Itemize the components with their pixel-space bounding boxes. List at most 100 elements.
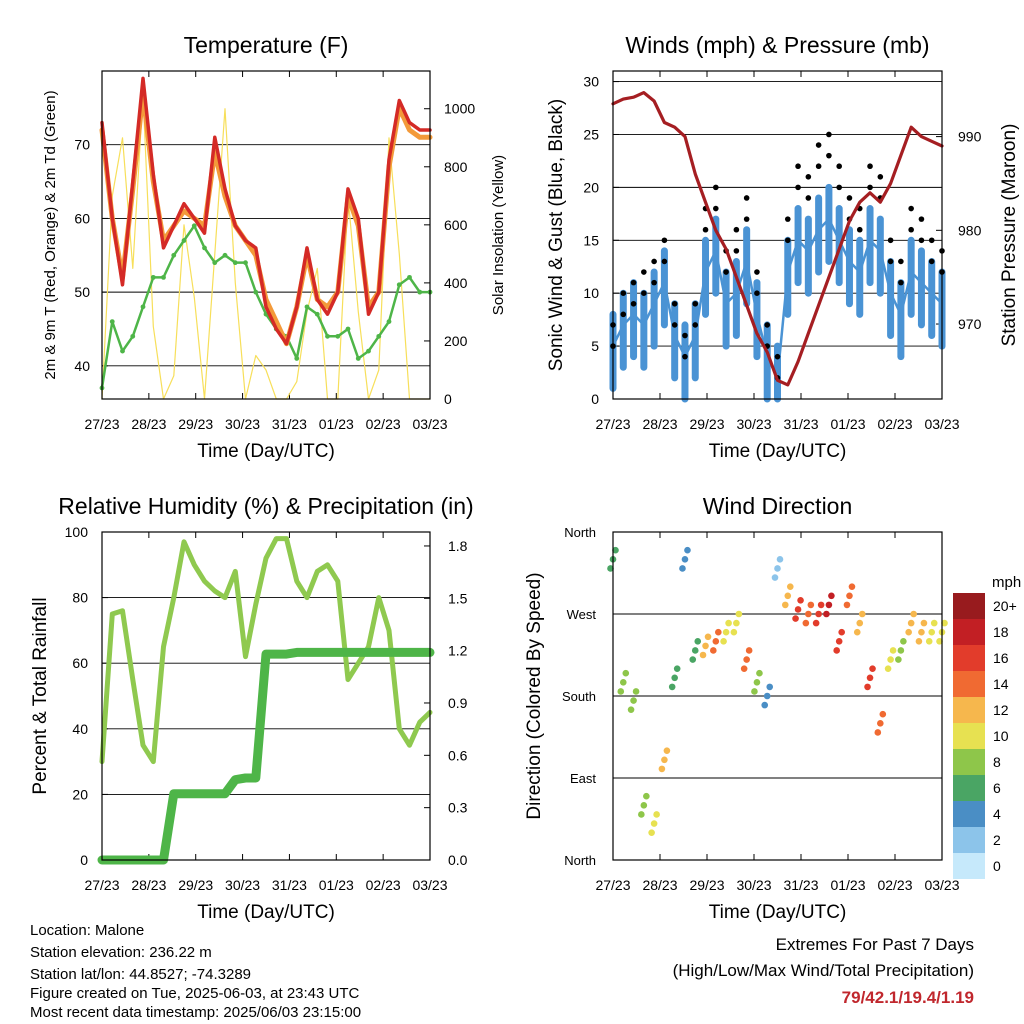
winds-gust-point: [898, 258, 904, 265]
direction-point: [733, 619, 740, 627]
winds-gust-point: [826, 152, 832, 159]
direction-point: [889, 647, 897, 654]
colorbar-label: 10: [993, 728, 1009, 744]
winds-gust-point: [671, 322, 678, 328]
winds-gust-point: [692, 322, 699, 328]
temperature-xtick-label: 03/23: [412, 416, 447, 432]
direction-point: [720, 638, 727, 645]
direction-point: [930, 619, 938, 627]
temperature-ytick-label: 50: [74, 284, 90, 300]
winds-ylabel-right: Station Pressure (Maroon): [999, 124, 1020, 347]
winds-gust-point: [908, 205, 914, 212]
humidity-ytick-label-right: 0.0: [448, 852, 468, 868]
humidity-ytick-label-right: 1.5: [448, 590, 468, 606]
temperature-dewpoint-point: [109, 319, 115, 325]
winds-frame: [612, 70, 943, 400]
colorbar-label: 4: [993, 806, 1001, 822]
direction-xtick-label: 29/23: [689, 877, 724, 893]
winds-ytick-label: 15: [583, 232, 599, 248]
humidity-ylabel: Percent & Total Rainfall: [30, 597, 51, 794]
direction-point: [815, 610, 822, 618]
direction-point: [715, 628, 722, 636]
direction-point: [643, 792, 650, 800]
winds-gust-point: [713, 184, 719, 191]
winds-ytick-label: 5: [591, 338, 599, 354]
winds-xtick-label: 30/23: [736, 416, 771, 432]
temperature-xtick-label: 29/23: [178, 416, 213, 432]
winds-gust-point: [918, 237, 925, 244]
winds-gust-point: [671, 300, 678, 307]
direction-point: [833, 647, 840, 654]
temperature-frame: [101, 70, 431, 400]
temperature-ytick-label-right: 600: [444, 217, 468, 233]
direction-point: [766, 683, 774, 691]
humidity-xtick-label: 29/23: [178, 877, 213, 893]
winds-gust-point: [795, 184, 801, 191]
winds-ytick-label-right: 990: [958, 129, 982, 145]
direction-point: [900, 638, 907, 645]
direction-point: [691, 647, 699, 654]
direction-ytick-label: East: [570, 771, 596, 786]
direction-xtick-label: 02/23: [877, 877, 912, 893]
temperature-dewpoint-point: [294, 356, 300, 361]
winds-xtick-label: 31/23: [783, 416, 818, 432]
direction-point: [794, 606, 802, 613]
direction-point: [920, 619, 928, 627]
direction-xlabel: Time (Day/UTC): [709, 902, 847, 923]
temperature-dewpoint-point: [161, 274, 166, 280]
temperature-dewpoint-point: [171, 252, 177, 258]
direction-point: [653, 811, 660, 818]
temperature-dewpoint-point: [120, 348, 125, 354]
temperature-xtick-label: 30/23: [225, 416, 260, 432]
winds-gust-point: [846, 195, 853, 201]
humidity-ytick-label: 40: [72, 721, 88, 737]
direction-ylabel: Direction (Colored By Speed): [524, 572, 545, 819]
winds-ytick-label: 25: [583, 126, 599, 142]
colorbar-swatch: [953, 619, 985, 645]
direction-point: [753, 679, 761, 686]
direction-point: [681, 556, 689, 563]
direction-xtick-label: 01/23: [830, 877, 865, 893]
winds-gust-point: [774, 353, 781, 360]
info-location: Location: Malone: [30, 922, 145, 939]
temperature-ytick-label: 40: [74, 358, 90, 374]
direction-point: [915, 638, 923, 645]
humidity-ytick-label-right: 1.8: [448, 538, 468, 554]
humidity-ytick-label-right: 0.9: [448, 695, 468, 711]
colorbar-label: 18: [993, 624, 1009, 640]
winds-title: Winds (mph) & Pressure (mb): [625, 32, 929, 58]
direction-point: [869, 665, 876, 672]
humidity-ytick-label-right: 0.3: [448, 800, 468, 816]
temperature-dewpoint-point: [140, 304, 146, 310]
winds-ytick-label: 20: [583, 179, 599, 195]
winds-gust-point: [795, 163, 801, 170]
direction-point: [743, 656, 750, 663]
winds-gust-point: [630, 300, 637, 307]
winds-gust-point: [918, 216, 925, 222]
winds-gust-point: [713, 205, 719, 212]
direction-point: [722, 628, 730, 636]
humidity-ytick-label: 0: [80, 852, 88, 868]
direction-point: [702, 642, 709, 650]
direction-point: [895, 656, 902, 663]
winds-gust-point: [754, 290, 760, 296]
winds-gust-point: [784, 237, 791, 244]
direction-point: [853, 628, 861, 636]
direction-point: [866, 674, 874, 682]
direction-point: [699, 651, 707, 659]
winds-gust-point: [641, 269, 647, 275]
direction-point: [897, 647, 905, 654]
direction-point: [874, 729, 882, 736]
direction-point: [771, 574, 779, 581]
temperature-dewpoint-point: [130, 333, 136, 339]
temperature-xtick-label: 01/23: [319, 416, 354, 432]
colorbar-swatch: [953, 671, 985, 697]
temperature-xtick-label: 02/23: [366, 416, 401, 432]
direction-ytick-label: West: [567, 607, 597, 622]
direction-point: [730, 628, 738, 636]
direction-point: [704, 633, 712, 641]
humidity-xtick-label: 28/23: [131, 877, 166, 893]
humidity-xtick-label: 03/23: [412, 877, 447, 893]
winds-gust-point: [723, 269, 729, 275]
direction-point: [879, 710, 887, 718]
